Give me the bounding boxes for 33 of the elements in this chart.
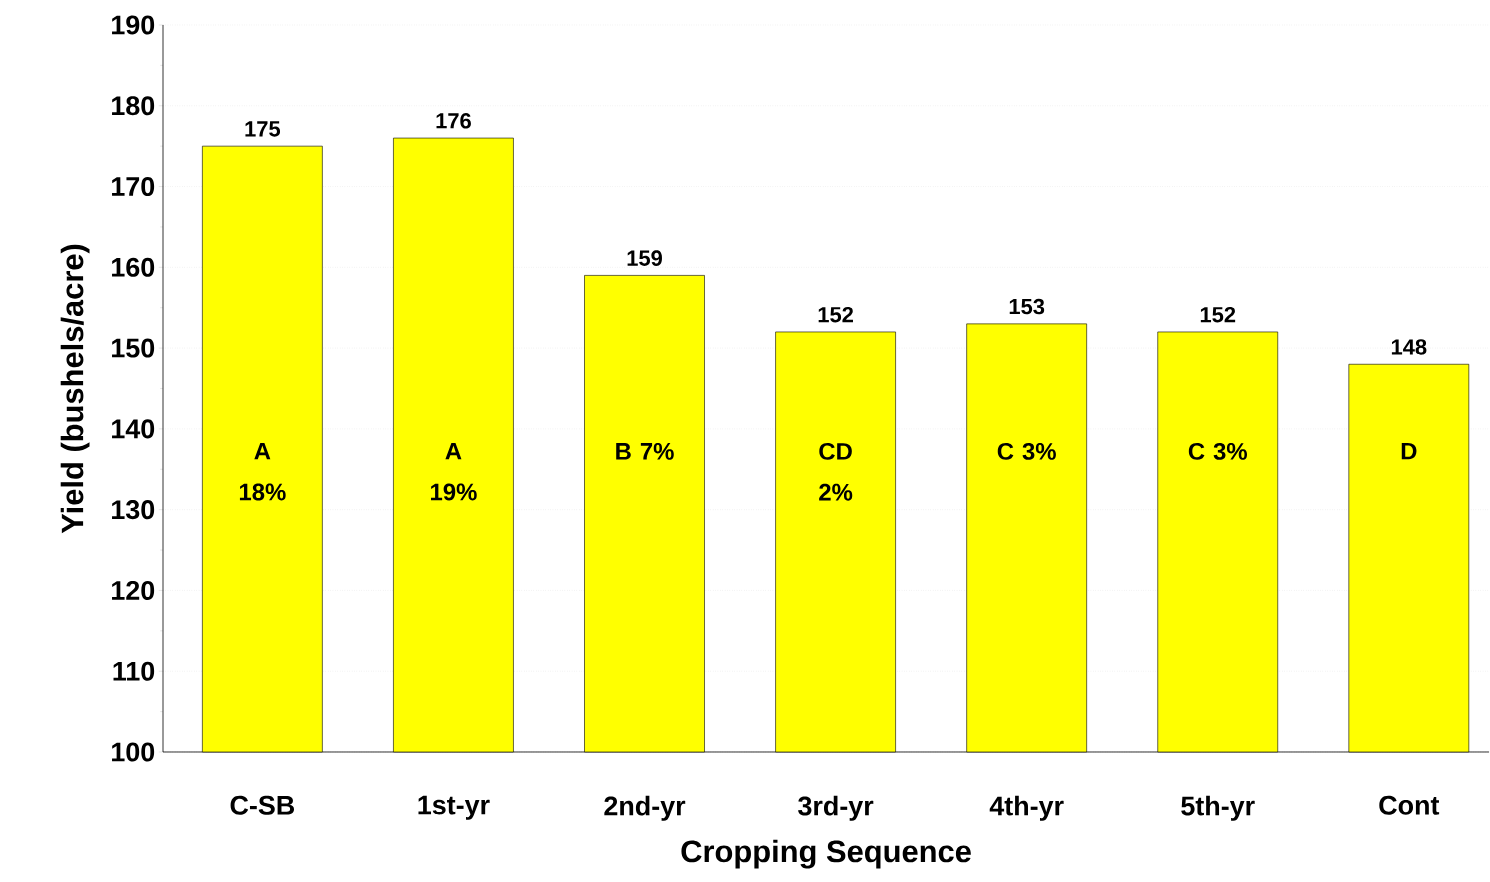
annotation: C 3% bbox=[1188, 442, 1247, 460]
x-tick-label: 2nd-yr bbox=[604, 795, 686, 821]
x-tick-label: 1st-yr bbox=[418, 795, 490, 820]
x-axis-title: Cropping Sequence bbox=[681, 839, 971, 869]
y-tick-label: 130 bbox=[112, 500, 155, 520]
y-tick-label: 170 bbox=[112, 177, 155, 197]
annotation: C 3% bbox=[997, 442, 1056, 460]
y-axis-title: Yield (bushels/acre) bbox=[60, 244, 90, 534]
data-label: 152 bbox=[818, 306, 853, 323]
y-tick-label: 150 bbox=[112, 338, 155, 358]
y-tick-label: 120 bbox=[112, 580, 155, 600]
data-label: 159 bbox=[627, 250, 662, 266]
data-label: 175 bbox=[245, 121, 281, 137]
x-tick-label: 5th-yr bbox=[1181, 795, 1255, 821]
annotation: CD 2% bbox=[819, 442, 853, 501]
y-tick-label: 140 bbox=[112, 419, 155, 439]
x-tick-label: C-SB bbox=[230, 795, 295, 815]
y-tick-label: 100 bbox=[112, 742, 155, 762]
annotation: A 18% bbox=[239, 442, 286, 501]
y-tick-label: 160 bbox=[112, 257, 155, 277]
data-label: 152 bbox=[1200, 306, 1236, 323]
y-tick-label: 190 bbox=[112, 15, 155, 35]
y-tick-label: 180 bbox=[112, 96, 155, 116]
annotation: A 19% bbox=[431, 442, 477, 501]
x-tick-label: Cont bbox=[1379, 795, 1440, 815]
x-tick-label: 4th-yr bbox=[989, 795, 1064, 821]
y-tick-label: 110 bbox=[113, 661, 155, 681]
data-label: 176 bbox=[436, 113, 471, 129]
annotation: D bbox=[1401, 442, 1417, 460]
x-tick-label: 3rd-yr bbox=[798, 795, 874, 821]
annotation: B 7% bbox=[616, 442, 674, 460]
data-label: 153 bbox=[1009, 298, 1045, 315]
data-label: 148 bbox=[1391, 339, 1427, 355]
